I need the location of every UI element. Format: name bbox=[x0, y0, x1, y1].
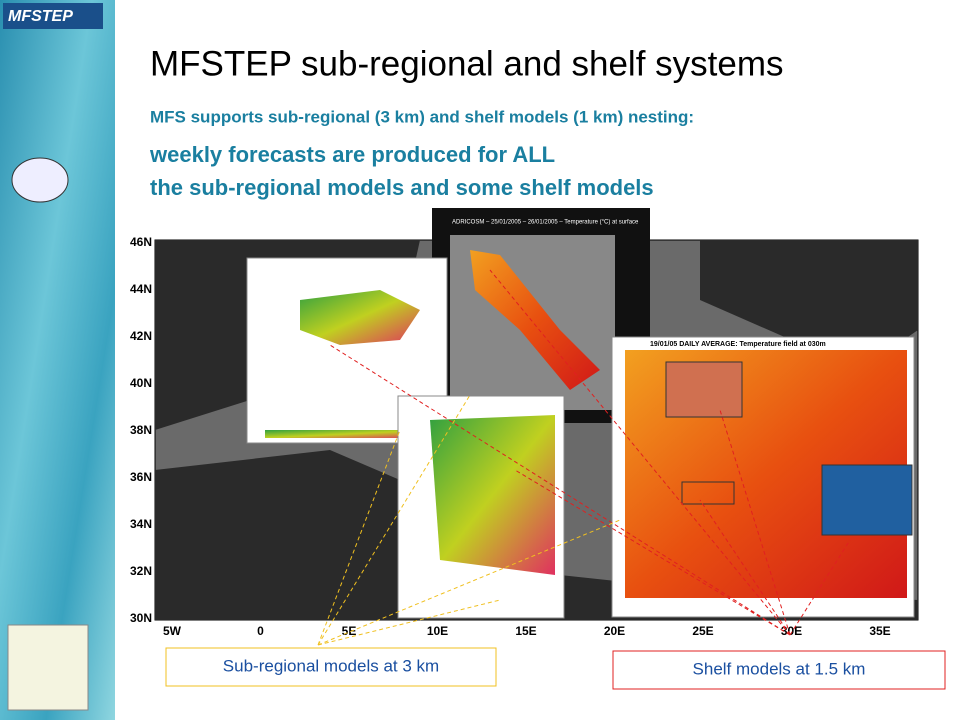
callout: Sub-regional models at 3 km bbox=[223, 656, 439, 675]
lat-label: 32N bbox=[130, 564, 152, 578]
lat-label: 30N bbox=[130, 611, 152, 625]
inset-title: ADRICOSM – 25/01/2005 – 26/01/2005 – Tem… bbox=[452, 220, 639, 226]
lon-label: 20E bbox=[604, 624, 625, 638]
subtitle: MFS supports sub-regional (3 km) and she… bbox=[150, 107, 694, 126]
side-strip bbox=[0, 0, 115, 720]
callout-box bbox=[612, 650, 946, 690]
sub-regional-connectors bbox=[317, 394, 621, 646]
shelf-box bbox=[681, 481, 735, 505]
colorbar bbox=[265, 430, 430, 438]
adriatic-sea bbox=[470, 250, 600, 390]
callout: Shelf models at 1.5 km bbox=[693, 659, 866, 678]
lat-label: 42N bbox=[130, 329, 152, 343]
lat-label: 38N bbox=[130, 423, 152, 437]
logo: MFSTEP bbox=[8, 8, 73, 25]
title: MFSTEP sub-regional and shelf systems bbox=[150, 44, 784, 83]
lon-label: 15E bbox=[515, 624, 536, 638]
lon-label: 5E bbox=[342, 624, 357, 638]
lat-label: 40N bbox=[130, 376, 152, 390]
lat-label: 44N bbox=[130, 282, 152, 296]
body-line: the sub-regional models and some shelf m… bbox=[150, 175, 654, 200]
lat-label: 36N bbox=[130, 470, 152, 484]
lon-label: 5W bbox=[163, 624, 182, 638]
lon-label: 0 bbox=[257, 624, 264, 638]
inset-title: 19/01/05 DAILY AVERAGE: Temperature fiel… bbox=[650, 341, 826, 348]
lon-label: 35E bbox=[869, 624, 890, 638]
body-line: weekly forecasts are produced for ALL bbox=[149, 142, 555, 167]
lon-label: 10E bbox=[427, 624, 448, 638]
lat-label: 34N bbox=[130, 517, 152, 531]
shelf-inset bbox=[821, 464, 913, 536]
land bbox=[155, 450, 918, 620]
callout-box bbox=[165, 647, 497, 687]
lat-label: 46N bbox=[130, 235, 152, 249]
shelf-inset bbox=[665, 361, 743, 418]
boat bbox=[11, 157, 69, 203]
lon-label: 30E bbox=[781, 624, 802, 638]
lon-label: 25E bbox=[692, 624, 713, 638]
ligurian-sea bbox=[300, 290, 420, 345]
mfs-logo bbox=[7, 624, 89, 711]
logo-box bbox=[3, 3, 103, 29]
sicily-sea bbox=[430, 415, 555, 575]
